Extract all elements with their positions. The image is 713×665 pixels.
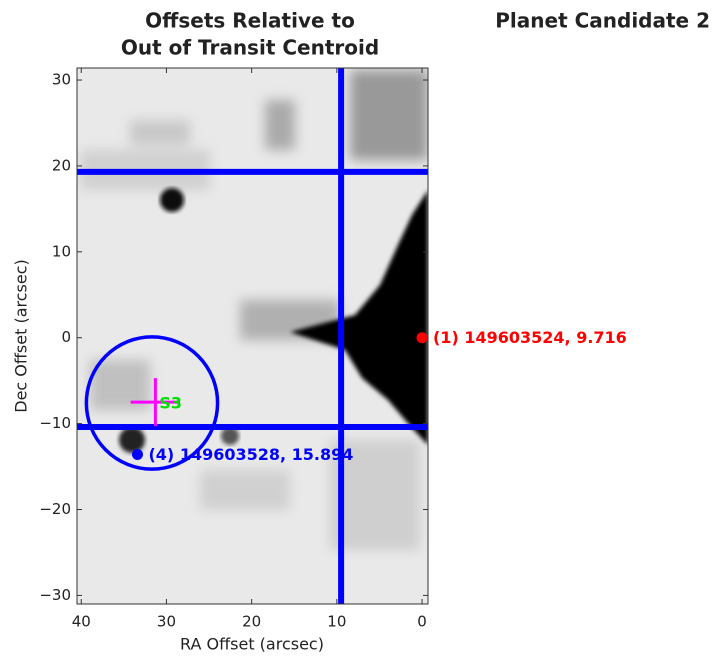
y-tick-label: −20 xyxy=(39,500,71,518)
y-tick-label: 20 xyxy=(52,156,71,174)
point xyxy=(131,449,143,461)
y-tick-label: 30 xyxy=(52,71,71,89)
y-tick-label: −10 xyxy=(39,414,71,432)
y-tick-label: −30 xyxy=(39,586,71,604)
point xyxy=(416,332,428,344)
y-axis-label: Dec Offset (arcsec) xyxy=(12,259,31,413)
cross-label: S3 xyxy=(159,394,182,413)
x-tick-label: 30 xyxy=(157,613,176,631)
sky-image xyxy=(77,68,428,604)
x-tick-label: 10 xyxy=(327,613,346,631)
x-axis-label: RA Offset (arcsec) xyxy=(180,635,324,654)
x-tick-label: 0 xyxy=(417,613,427,631)
x-tick-label: 20 xyxy=(242,613,261,631)
point-label: (1) 149603524, 9.716 xyxy=(433,328,627,347)
y-tick-label: 10 xyxy=(52,242,71,260)
chart-title: Out of Transit Centroid xyxy=(121,36,379,60)
point-label: (4) 149603528, 15.894 xyxy=(148,445,353,464)
plot-frame xyxy=(76,67,429,605)
y-tick-label: 0 xyxy=(61,328,71,346)
chart-title: Offsets Relative to xyxy=(145,9,355,33)
x-tick-label: 40 xyxy=(72,613,91,631)
panel-title: Planet Candidate 2 xyxy=(495,9,710,33)
uncertainty-circle xyxy=(84,335,220,471)
